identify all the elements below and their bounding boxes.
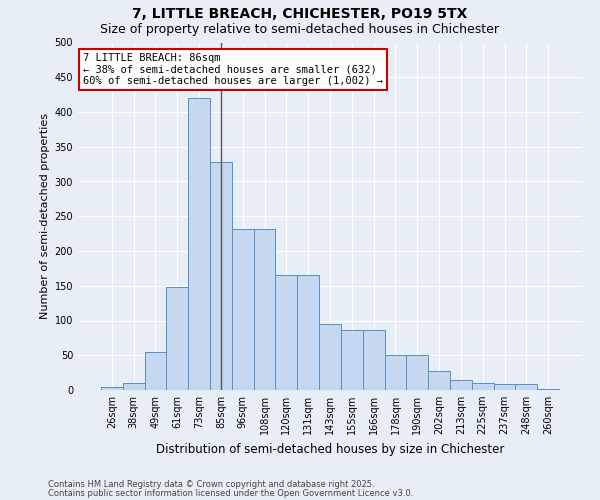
Bar: [210, 162, 232, 390]
Bar: [537, 388, 559, 390]
Bar: [166, 287, 188, 390]
Bar: [515, 384, 537, 390]
Bar: [145, 352, 166, 390]
Bar: [101, 387, 123, 390]
X-axis label: Distribution of semi-detached houses by size in Chichester: Distribution of semi-detached houses by …: [156, 442, 504, 456]
Bar: [275, 276, 297, 390]
Bar: [341, 330, 363, 390]
Y-axis label: Number of semi-detached properties: Number of semi-detached properties: [40, 114, 50, 320]
Text: Contains HM Land Registry data © Crown copyright and database right 2025.: Contains HM Land Registry data © Crown c…: [48, 480, 374, 489]
Bar: [319, 324, 341, 390]
Bar: [450, 380, 472, 390]
Bar: [494, 384, 515, 390]
Bar: [428, 370, 450, 390]
Bar: [232, 229, 254, 390]
Bar: [297, 276, 319, 390]
Bar: [254, 229, 275, 390]
Bar: [123, 383, 145, 390]
Text: 7 LITTLE BREACH: 86sqm
← 38% of semi-detached houses are smaller (632)
60% of se: 7 LITTLE BREACH: 86sqm ← 38% of semi-det…: [83, 53, 383, 86]
Bar: [406, 355, 428, 390]
Bar: [363, 330, 385, 390]
Text: Contains public sector information licensed under the Open Government Licence v3: Contains public sector information licen…: [48, 488, 413, 498]
Bar: [188, 98, 210, 390]
Bar: [472, 383, 494, 390]
Bar: [385, 355, 406, 390]
Text: Size of property relative to semi-detached houses in Chichester: Size of property relative to semi-detach…: [101, 22, 499, 36]
Text: 7, LITTLE BREACH, CHICHESTER, PO19 5TX: 7, LITTLE BREACH, CHICHESTER, PO19 5TX: [133, 8, 467, 22]
